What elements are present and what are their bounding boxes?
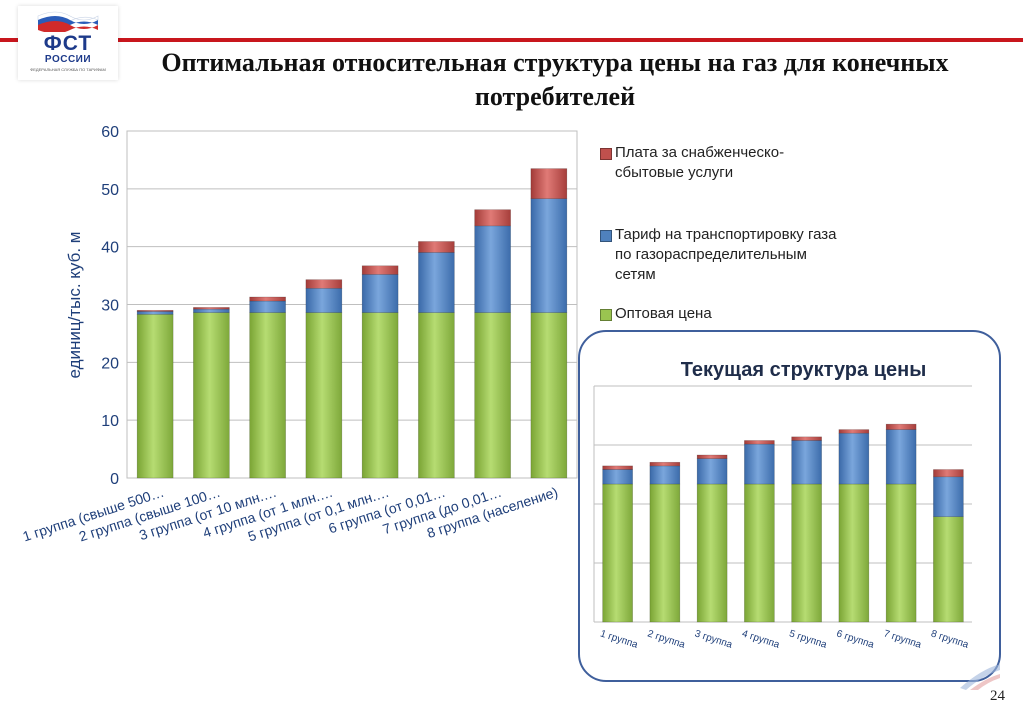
inset-bar-transport-segment (791, 440, 822, 485)
flag-icon (37, 11, 99, 32)
bar-transport-segment (361, 274, 399, 313)
inset-bar-transport-segment (885, 429, 917, 485)
legend-label-transport-tariff: Тариф на транспортировку газа по газорас… (615, 226, 837, 283)
legend-swatch-red (600, 148, 612, 160)
y-tick-label: 40 (101, 240, 119, 257)
inset-bar-wholesale-segment (885, 483, 917, 623)
inset-bar-wholesale-segment (696, 483, 728, 623)
bar-supply-fee-segment (305, 279, 343, 289)
inset-bar-supply-fee-segment (838, 429, 870, 434)
inset-title: Текущая структура цены (578, 359, 1001, 382)
y-tick-label: 0 (110, 471, 119, 488)
bar-transport-segment (530, 198, 568, 313)
inset-bar-supply-fee-segment (602, 465, 633, 470)
inset-bar-transport-segment (744, 443, 775, 485)
inset-title-text: Текущая структура цены (680, 359, 927, 381)
bar-transport-segment (193, 308, 230, 313)
inset-bar-wholesale-segment (649, 483, 681, 623)
inset-panel (578, 330, 1001, 682)
inset-category-label: 8 группа (929, 628, 970, 651)
inset-bar-wholesale-segment (838, 483, 870, 623)
logo-subtitle: РОССИИ (44, 54, 92, 65)
y-tick-label: 50 (101, 182, 119, 199)
bar-supply-fee-segment (136, 309, 174, 312)
fst-logo: ФСТ РОССИИ ФЕДЕРАЛЬНАЯ СЛУЖБА ПО ТАРИФАМ (18, 6, 118, 80)
bar-supply-fee-segment (249, 296, 286, 302)
inset-bar-wholesale-segment (744, 483, 775, 623)
inset-bar-supply-fee-segment (649, 461, 681, 467)
legend-swatch-blue (600, 230, 612, 242)
y-tick-label: 10 (101, 413, 119, 430)
y-tick-label: 30 (101, 298, 119, 315)
legend-label-supply-fee: Плата за снабженческо-сбытовые услуги (615, 144, 785, 181)
logo-text: ФСТ (43, 32, 93, 55)
bar-supply-fee-segment (361, 265, 399, 275)
inset-bar-transport-segment (933, 476, 964, 518)
bar-supply-fee-segment (530, 168, 568, 199)
inset-category-label: 3 группа (693, 628, 734, 651)
inset-bar-supply-fee-segment (933, 469, 964, 478)
bar-wholesale-segment (418, 312, 455, 479)
y-tick-label: 60 (101, 124, 119, 141)
bar-wholesale-segment (249, 312, 286, 479)
inset-bar-wholesale-segment (933, 516, 964, 623)
inset-bar-supply-fee-segment (744, 440, 775, 445)
bar-wholesale-segment (193, 312, 230, 479)
inset-category-label: 2 группа (646, 628, 687, 651)
logo-fine-print: ФЕДЕРАЛЬНАЯ СЛУЖБА ПО ТАРИФАМ (30, 67, 106, 72)
inset-bar-supply-fee-segment (885, 423, 917, 430)
decorative-swoosh (960, 664, 1000, 690)
bar-supply-fee-segment (193, 307, 230, 310)
legend-swatch-green (600, 309, 612, 321)
inset-category-label: 4 группа (740, 628, 781, 651)
inset-category-label: 6 группа (835, 628, 876, 651)
bar-wholesale-segment (136, 314, 174, 479)
inset-category-label: 7 группа (882, 628, 923, 651)
bar-supply-fee-segment (418, 241, 455, 253)
header-rule (0, 38, 1023, 42)
bar-wholesale-segment (361, 312, 399, 479)
inset-category-label: 1 группа (599, 628, 640, 651)
bar-wholesale-segment (474, 312, 511, 479)
bar-transport-segment (418, 252, 455, 313)
bar-transport-segment (474, 225, 511, 313)
bar-wholesale-segment (530, 312, 568, 479)
legend-label-wholesale-price: Оптовая цена (615, 305, 712, 322)
y-tick-label: 20 (101, 355, 119, 372)
inset-bar-wholesale-segment (791, 483, 822, 623)
inset-bar-transport-segment (602, 469, 633, 485)
inset-bar-supply-fee-segment (791, 436, 822, 441)
inset-bar-supply-fee-segment (696, 454, 728, 459)
inset-bar-wholesale-segment (602, 483, 633, 623)
page-number: 24 (990, 688, 1005, 704)
bar-wholesale-segment (305, 312, 343, 479)
y-axis-label: единиц/тыс. куб. м (65, 232, 84, 379)
bar-supply-fee-segment (474, 209, 511, 227)
page-title: Оптимальная относительная структура цены… (161, 48, 949, 111)
inset-bar-transport-segment (838, 432, 870, 485)
inset-category-label: 5 группа (788, 628, 829, 651)
inset-bar-transport-segment (696, 458, 728, 485)
inset-bar-transport-segment (649, 465, 681, 485)
bar-transport-segment (305, 288, 343, 313)
